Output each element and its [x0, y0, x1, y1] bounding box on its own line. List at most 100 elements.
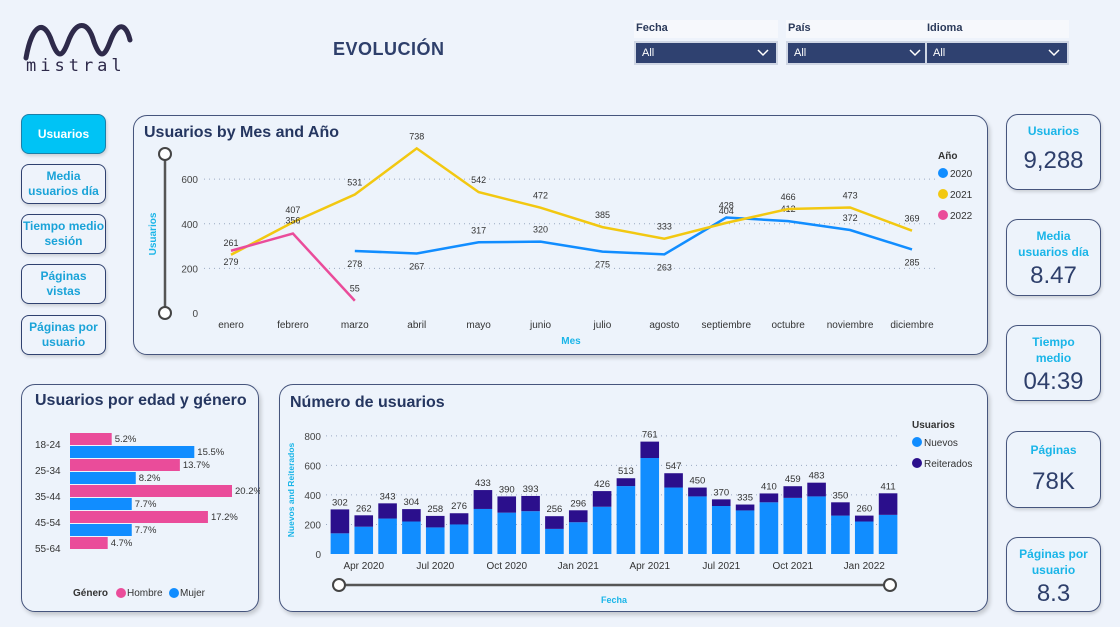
legend-item: 2021 [950, 190, 973, 201]
y-tick-label: 0 [192, 309, 198, 320]
filter-idioma-dropdown[interactable]: All [925, 41, 1069, 65]
data-label: 390 [499, 484, 515, 495]
age-gender-card: Usuarios por edad y género 18-24 5.2% 15.5… [21, 384, 260, 612]
data-label: 17.2% [211, 512, 238, 523]
bar-reiterados [592, 491, 612, 507]
data-label: 356 [285, 216, 300, 226]
x-tick-label: noviembre [827, 320, 874, 331]
bar-reiterados [807, 482, 826, 497]
data-label: 304 [403, 497, 419, 508]
filter-pais-dropdown[interactable]: All [786, 41, 930, 65]
data-label: 20.2% [235, 486, 260, 497]
bar-nuevos [545, 528, 564, 554]
filter-pais-value: All [794, 47, 807, 59]
category-label: 25-34 [35, 466, 61, 477]
category-label: 45-54 [35, 518, 61, 529]
data-label: 466 [781, 192, 796, 202]
bar-hombre [70, 433, 112, 445]
nav-tiempo-medio-sesion-button[interactable]: Tiempo medio sesión [21, 214, 106, 254]
bar-nuevos [473, 508, 493, 554]
bar-hombre [70, 511, 208, 523]
bar-reiterados [425, 515, 445, 528]
y-tick-label: 600 [304, 461, 321, 472]
bar-nuevos [521, 511, 540, 554]
chevron-down-icon [1048, 49, 1060, 57]
kpi-paginas-value: 78K [1032, 468, 1075, 495]
legend-swatch [169, 588, 179, 598]
nav-media-usuarios-dia-button[interactable]: Media usuarios día [21, 164, 106, 204]
bar-nuevos [783, 497, 803, 554]
y-tick-label: 0 [315, 550, 321, 561]
y-axis-label: Nuevos and Reiterados [286, 442, 296, 537]
y-tick-label: 400 [181, 220, 198, 231]
bar-reiterados [640, 441, 660, 459]
nav-usuarios-button[interactable]: Usuarios [21, 114, 106, 154]
bar-hombre [70, 459, 180, 471]
bar-mujer [70, 524, 132, 536]
data-label: 404 [719, 206, 734, 216]
data-label: 483 [809, 471, 825, 482]
data-label: 279 [223, 257, 238, 267]
kpi-tiempo-medio: Tiempo medio 04:39 [1006, 325, 1101, 401]
legend-swatch [116, 588, 126, 598]
data-label: 542 [471, 175, 486, 185]
x-tick-label: Jan 2022 [844, 561, 886, 572]
users-bar-title: Número de usuarios [290, 394, 445, 411]
data-label: 335 [737, 493, 753, 504]
bar-nuevos [640, 458, 660, 554]
data-label: 302 [332, 497, 348, 508]
chevron-down-icon [909, 49, 921, 57]
bar-reiterados [545, 516, 564, 529]
data-label: 276 [451, 501, 467, 512]
bar-nuevos [568, 522, 588, 554]
filter-idioma-value: All [933, 47, 946, 59]
data-label: 317 [471, 225, 486, 235]
bar-nuevos [402, 521, 421, 554]
bar-nuevos [688, 496, 707, 554]
data-label: 547 [666, 461, 682, 472]
kpi-media-usuarios-dia: Media usuarios día 8.47 [1006, 219, 1101, 296]
data-label: 738 [409, 131, 424, 141]
bar-reiterados [664, 473, 683, 488]
bar-reiterados [378, 503, 397, 519]
bar-nuevos [425, 527, 445, 554]
data-label: 426 [594, 479, 610, 490]
users-bar-chart: 0 200 400 600 800 302 262 343 304 258 276 433 390 393… [286, 420, 972, 605]
bar-reiterados [449, 513, 469, 525]
data-label: 472 [533, 191, 548, 201]
y-axis-label: Usuarios [148, 212, 159, 255]
nav-paginas-por-usuario-button[interactable]: Páginas por usuario [21, 315, 106, 355]
kpi-paginas-por-usuario: Páginas por usuario 8.3 [1006, 537, 1101, 612]
bar-reiterados [521, 495, 540, 512]
bar-reiterados [497, 496, 517, 513]
bar-hombre [70, 537, 108, 549]
bar-nuevos [711, 506, 731, 554]
y-tick-label: 200 [181, 264, 198, 275]
x-tick-label: mayo [466, 320, 491, 331]
data-label: 411 [881, 481, 896, 492]
bar-nuevos [354, 526, 374, 554]
line-chart: 0 200 400 600 enero febrero marzo abril mayo juni… [148, 131, 973, 347]
bar-mujer [70, 472, 136, 484]
category-label: 35-44 [35, 492, 61, 503]
filter-fecha-dropdown[interactable]: All [634, 41, 778, 65]
category-label: 18-24 [35, 440, 61, 451]
data-label: 260 [856, 504, 872, 515]
legend-swatch [938, 189, 948, 199]
data-label: 15.5% [197, 447, 224, 458]
filter-pais: País All [786, 20, 930, 65]
filter-fecha-label: Fecha [634, 20, 778, 38]
kpi-paginas-label: Páginas [1030, 443, 1077, 457]
y-tick-label: 600 [181, 175, 198, 186]
data-label: 370 [713, 487, 729, 498]
category-label: 55-64 [35, 544, 61, 555]
range-slider-handle [883, 578, 897, 592]
x-tick-label: enero [218, 320, 244, 331]
age-gender-title: Usuarios por edad y género [35, 392, 247, 409]
bar-mujer [70, 498, 132, 510]
x-tick-label: julio [593, 320, 612, 331]
x-tick-label: Jul 2020 [416, 561, 454, 572]
legend-item: Reiterados [924, 459, 972, 470]
nav-paginas-vistas-button[interactable]: Páginas vistas [21, 264, 106, 304]
bar-reiterados [568, 510, 588, 523]
